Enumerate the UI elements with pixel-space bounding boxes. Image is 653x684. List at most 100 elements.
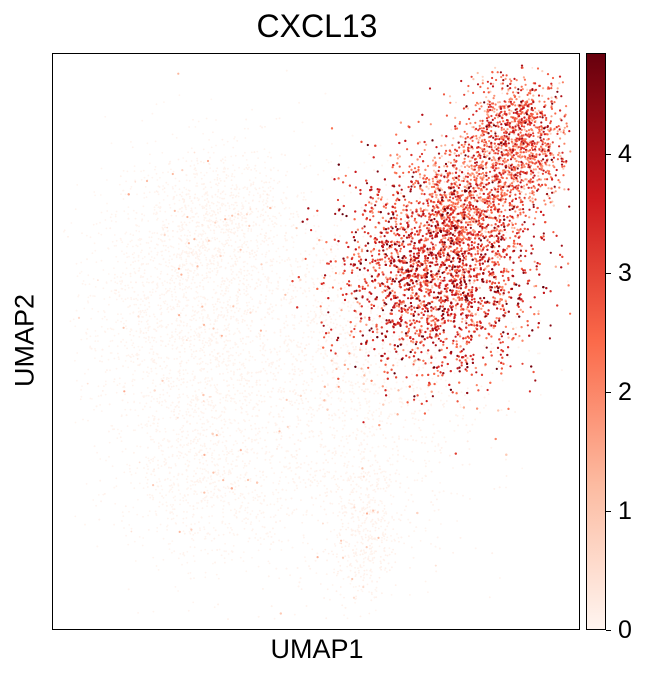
cell-point [245, 290, 248, 293]
cell-point [401, 340, 404, 343]
cell-point [351, 465, 354, 468]
cell-point [202, 412, 205, 415]
cell-point [197, 295, 200, 298]
cell-point [402, 455, 405, 458]
cell-point [137, 424, 140, 427]
cell-point [179, 356, 182, 358]
cell-point [434, 494, 436, 497]
cell-point [213, 458, 216, 460]
cell-point [199, 306, 202, 309]
cell-point [190, 328, 192, 331]
cell-point [268, 363, 271, 365]
cell-point [223, 477, 225, 479]
cell-point [211, 196, 214, 199]
cell-point [156, 425, 159, 427]
cell-point [121, 511, 124, 514]
cell-point [179, 365, 182, 367]
cell-point [272, 223, 274, 226]
cell-point [237, 427, 240, 430]
cell-point [236, 368, 239, 371]
cell-point [308, 343, 310, 345]
cell-point [209, 323, 212, 326]
cell-point [159, 383, 162, 386]
cell-point [259, 349, 262, 352]
cell-point [163, 457, 166, 460]
cell-point [258, 224, 261, 227]
cell-point [375, 363, 377, 365]
cell-point [236, 229, 239, 232]
cell-point [304, 290, 307, 293]
cell-point [214, 464, 217, 467]
cell-point [344, 381, 347, 384]
cell-point [192, 484, 194, 486]
cell-point [126, 170, 129, 173]
cell-point [499, 577, 501, 579]
cell-point [156, 429, 159, 432]
cell-point [197, 415, 200, 417]
cell-point [158, 325, 161, 328]
cell-point [201, 426, 203, 429]
cell-point [256, 494, 258, 496]
cell-point [229, 450, 232, 453]
cell-point [267, 560, 270, 563]
cell-point [150, 458, 153, 461]
cell-point [165, 509, 168, 512]
cell-point [345, 435, 348, 437]
cell-point [149, 341, 151, 344]
cell-point [273, 472, 276, 475]
cell-point [197, 215, 200, 218]
cell-point [327, 461, 329, 464]
cell-point [284, 381, 286, 383]
cell-point [240, 363, 243, 366]
cell-point [154, 266, 157, 269]
cell-point [427, 377, 430, 380]
cell-point [167, 407, 170, 409]
cell-point [391, 454, 394, 456]
cell-point [194, 397, 197, 400]
cell-point [244, 428, 247, 431]
cell-point [219, 398, 222, 401]
cell-point [127, 354, 130, 357]
cell-point [237, 322, 240, 324]
cell-point [289, 402, 292, 405]
cell-point [171, 540, 174, 542]
cell-point [232, 164, 235, 167]
cell-point [181, 283, 184, 285]
cell-point [336, 536, 339, 539]
cell-point [172, 429, 175, 432]
cell-point [423, 403, 425, 406]
cell-point [216, 184, 219, 187]
cell-point [189, 197, 191, 200]
cell-point [205, 470, 208, 472]
cell-point [117, 260, 119, 263]
cell-point [382, 517, 384, 520]
cell-point [191, 408, 194, 410]
cell-point [254, 497, 257, 500]
cell-point [200, 331, 203, 334]
cell-point [156, 287, 158, 290]
cell-point [280, 398, 283, 401]
cell-point [203, 468, 206, 470]
cell-point [216, 495, 219, 497]
cell-point [295, 258, 297, 260]
cell-point [189, 546, 192, 548]
cell-point [186, 475, 189, 478]
cell-point [366, 474, 369, 476]
cell-point [314, 470, 316, 473]
cell-point [262, 347, 264, 350]
cell-point [353, 408, 356, 411]
cell-point [386, 536, 389, 539]
cell-point [252, 221, 255, 224]
cell-point [192, 430, 194, 433]
cell-point [203, 337, 205, 340]
cell-point [150, 473, 153, 476]
cell-point [170, 382, 172, 385]
cell-point [280, 225, 282, 227]
cell-point [383, 512, 386, 515]
cell-point [136, 193, 138, 196]
cell-point [368, 405, 371, 408]
cell-point [143, 405, 146, 408]
cell-point [367, 555, 370, 558]
cell-point [229, 531, 231, 534]
cell-point [361, 590, 364, 593]
